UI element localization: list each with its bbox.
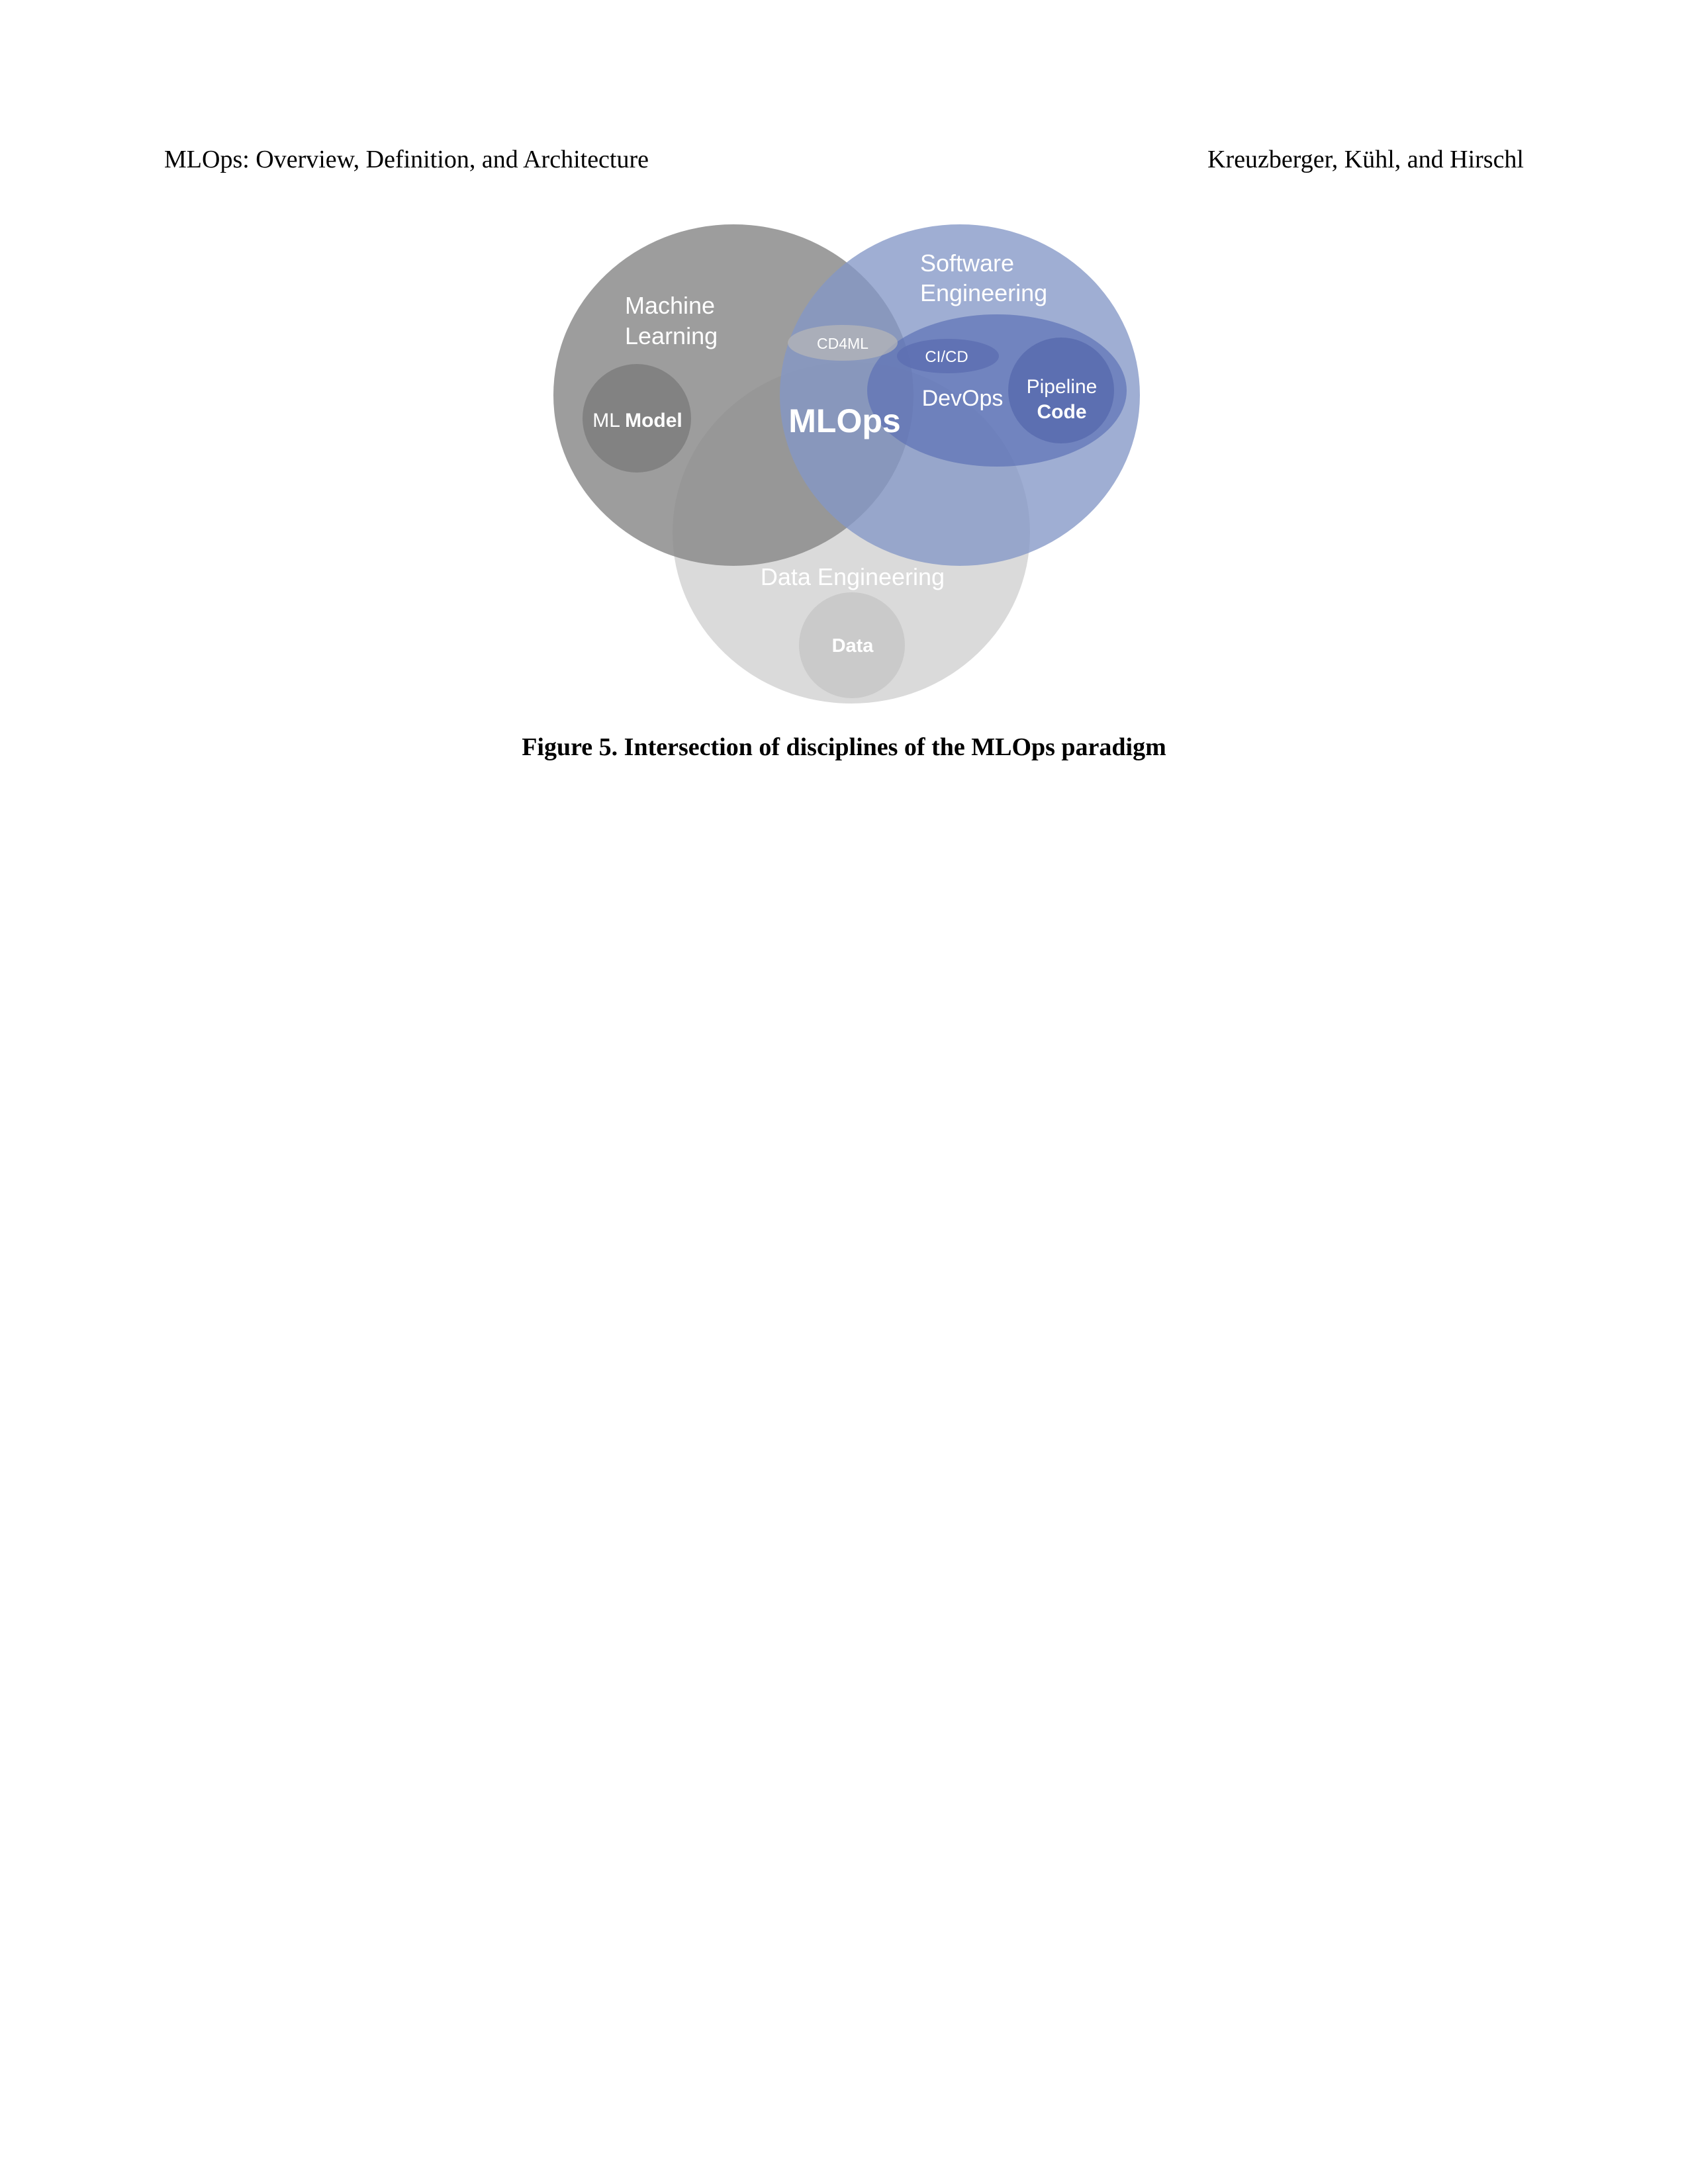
figure-caption: Figure 5. Intersection of disciplines of…: [522, 733, 1166, 761]
data-label: Data: [832, 635, 874, 657]
data-engineering-label: Data Engineering: [761, 563, 945, 590]
ml-model-label: ML Model: [592, 410, 682, 432]
pipeline-label-line2: Code: [1037, 401, 1087, 423]
data-circle: [799, 592, 905, 698]
pipeline-label-line1: Pipeline: [1027, 376, 1098, 398]
ml-model-label-prefix: ML: [592, 410, 620, 432]
ml-model-label-bold: Model: [625, 410, 682, 432]
machine-learning-label-line1: Machine: [625, 292, 715, 319]
venn-diagram: Machine Learning Software Engineering Da…: [553, 224, 1140, 704]
mlops-label: MLOps: [788, 402, 900, 439]
cd4ml-label: CD4ML: [817, 335, 868, 352]
cicd-ellipse: [897, 339, 999, 373]
cd4ml-ellipse: [788, 325, 898, 361]
machine-learning-label-line2: Learning: [625, 322, 718, 349]
running-header-authors: Kreuzberger, Kühl, and Hirschl: [1207, 146, 1524, 173]
software-engineering-label-line1: Software: [920, 250, 1014, 277]
cicd-label: CI/CD: [925, 348, 968, 366]
running-header-title: MLOps: Overview, Definition, and Archite…: [164, 146, 649, 173]
pipeline-code-circle: [1008, 338, 1114, 443]
software-engineering-label-line2: Engineering: [920, 279, 1047, 306]
ml-model-circle: [583, 364, 691, 473]
devops-label: DevOps: [922, 386, 1004, 411]
